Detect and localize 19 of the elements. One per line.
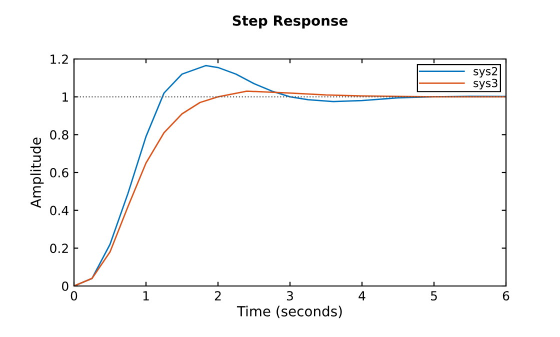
y-tick-label: 0.2 — [50, 244, 68, 254]
x-axis-title: Time (seconds) — [236, 306, 342, 318]
x-tick-label: 6 — [502, 291, 510, 301]
y-tick-label: 0.4 — [50, 206, 68, 216]
x-tick-label: 2 — [214, 291, 221, 300]
x-tick-label: 4 — [358, 291, 366, 300]
legend-label: sys2 — [474, 66, 498, 78]
chart-title: Step Response — [232, 15, 348, 29]
x-tick-label: 0 — [70, 291, 78, 301]
y-tick-label: 0.8 — [50, 130, 68, 140]
x-tick-label: 3 — [286, 291, 293, 301]
y-tick-label: 0.6 — [50, 168, 68, 178]
legend-label: sys3 — [474, 78, 498, 90]
y-axis-title: Amplitude — [30, 138, 44, 208]
x-tick-label: 5 — [430, 291, 437, 301]
y-tick-label: 1 — [62, 92, 68, 102]
x-tick-label: 1 — [143, 291, 149, 300]
y-tick-label: 0 — [62, 281, 68, 291]
y-tick-label: 1.2 — [50, 54, 68, 64]
